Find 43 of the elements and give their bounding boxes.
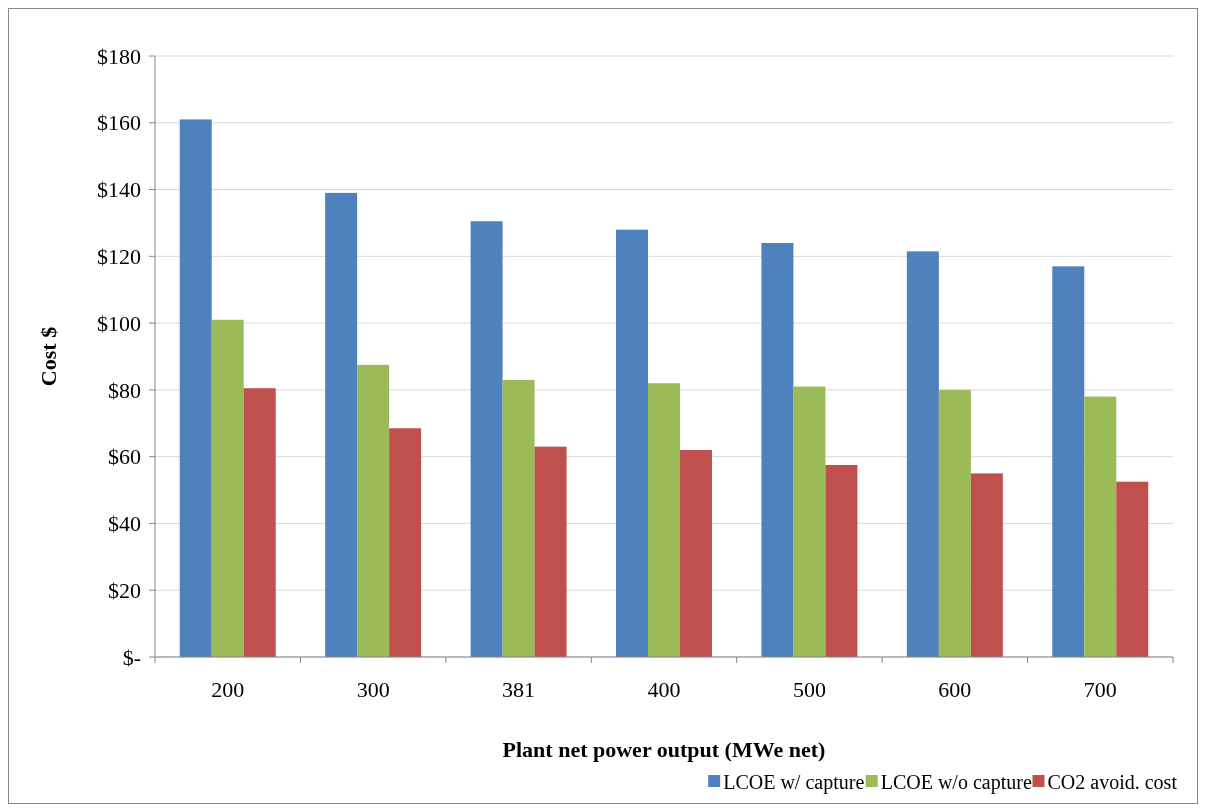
- legend-label: LCOE w/o capture: [880, 771, 1032, 794]
- x-tick-label: 200: [211, 677, 245, 702]
- bar: [1052, 266, 1085, 657]
- bar: [825, 465, 858, 657]
- y-tick-label: $20: [108, 577, 141, 603]
- bar: [1116, 481, 1149, 657]
- bar: [389, 428, 422, 657]
- bar: [616, 229, 648, 657]
- legend-label: CO2 avoid. cost: [1047, 771, 1178, 793]
- y-tick-label: $40: [108, 511, 141, 537]
- x-axis-title: Plant net power output (MWe net): [502, 737, 826, 762]
- bar: [243, 388, 276, 657]
- y-tick-label: $160: [97, 110, 141, 136]
- bar: [648, 383, 680, 657]
- bar: [1084, 396, 1117, 657]
- legend-label: LCOE w/ capture: [723, 771, 865, 794]
- y-tick-label: $60: [108, 444, 141, 470]
- bar: [325, 192, 358, 657]
- bar: [906, 251, 939, 657]
- bar: [761, 242, 794, 657]
- x-tick-label: 300: [356, 677, 390, 702]
- bar: [357, 364, 390, 657]
- x-tick-label: 600: [938, 677, 972, 702]
- bar: [680, 449, 712, 657]
- y-tick-label: $140: [97, 177, 141, 203]
- bar: [470, 221, 503, 657]
- bar: [938, 389, 971, 657]
- y-tick-label: $120: [97, 244, 141, 270]
- x-tick-label: 500: [792, 677, 826, 702]
- y-tick-label: $-: [122, 644, 141, 670]
- bar: [502, 379, 535, 657]
- bar: [970, 473, 1003, 657]
- bar: [534, 446, 567, 657]
- bar: [179, 119, 212, 657]
- bar: [793, 386, 826, 657]
- bar: [211, 319, 244, 657]
- y-axis-title: Cost $: [36, 326, 61, 387]
- y-tick-label: $100: [97, 310, 141, 336]
- x-tick-label: 381: [502, 677, 536, 702]
- y-tick-label: $80: [108, 377, 141, 403]
- x-tick-label: 400: [647, 677, 681, 702]
- y-tick-label: $180: [97, 43, 141, 69]
- x-tick-label: 700: [1083, 677, 1117, 702]
